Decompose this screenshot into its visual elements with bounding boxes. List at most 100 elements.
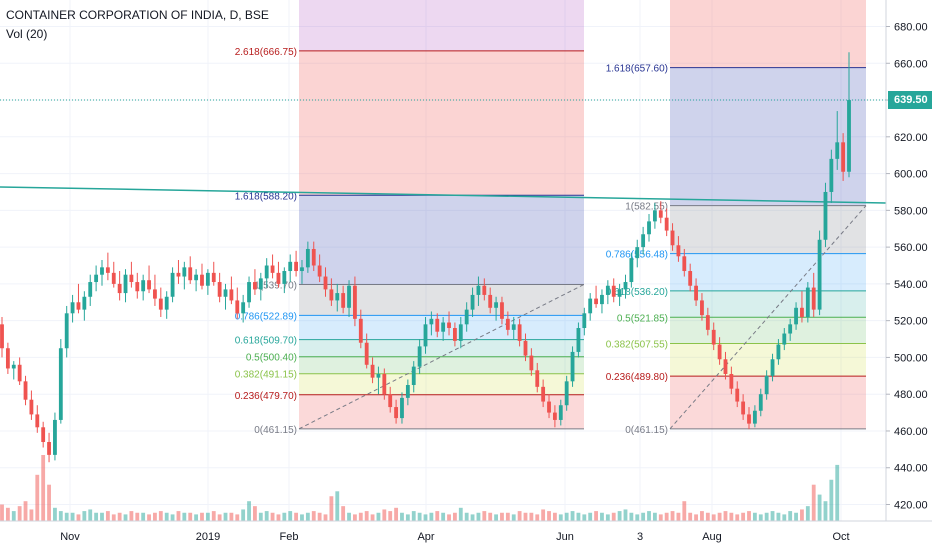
y-tick-label: 680.00 bbox=[894, 22, 928, 34]
candle-body bbox=[505, 318, 510, 330]
candle-body bbox=[58, 348, 63, 420]
volume-bar bbox=[794, 512, 798, 521]
candle-body bbox=[53, 419, 57, 455]
volume-bar bbox=[758, 514, 763, 521]
volume-bars bbox=[0, 455, 840, 521]
volume-bar bbox=[376, 512, 381, 521]
candle-body bbox=[176, 272, 181, 277]
candle-body bbox=[441, 322, 446, 332]
candle-body bbox=[823, 191, 828, 240]
candle-body bbox=[94, 274, 99, 283]
volume-bar bbox=[511, 514, 516, 521]
volume-bar bbox=[217, 514, 222, 521]
volume-bar bbox=[300, 514, 304, 521]
volume-bar bbox=[494, 514, 498, 521]
candle-body bbox=[664, 217, 669, 231]
candle-body bbox=[288, 261, 293, 272]
candle-body bbox=[405, 385, 410, 398]
volume-bar bbox=[194, 514, 199, 521]
volume-bar bbox=[464, 512, 469, 521]
candle-body bbox=[458, 324, 463, 341]
volume-bar bbox=[247, 501, 251, 521]
candle-body bbox=[576, 328, 581, 352]
candle-body bbox=[200, 274, 204, 286]
volume-bar bbox=[505, 512, 510, 521]
x-tick-label: 3 bbox=[637, 531, 643, 543]
volume-bar bbox=[264, 511, 269, 521]
fib-level-label: 0.618(509.70) bbox=[235, 336, 297, 347]
candle-body bbox=[629, 258, 634, 283]
volume-bar bbox=[723, 511, 728, 521]
volume-bar bbox=[682, 501, 687, 521]
volume-bar bbox=[623, 509, 628, 521]
candle-body bbox=[35, 414, 40, 428]
candle-body bbox=[311, 248, 316, 266]
fib-level-label: 1(582.55) bbox=[625, 202, 668, 213]
candle-body bbox=[829, 158, 834, 192]
candle-body bbox=[5, 348, 10, 369]
candle-body bbox=[347, 285, 351, 308]
fib-level-label: 0.382(507.55) bbox=[606, 340, 668, 351]
candle-body bbox=[429, 318, 434, 325]
volume-bar bbox=[135, 512, 140, 521]
candle-body bbox=[282, 271, 287, 284]
volume-bar bbox=[611, 512, 616, 521]
candle-body bbox=[535, 370, 540, 387]
candle-body bbox=[782, 333, 787, 345]
volume-bar bbox=[382, 509, 387, 521]
candle-body bbox=[635, 247, 640, 259]
candle-body bbox=[764, 375, 769, 395]
candle-body bbox=[223, 289, 228, 297]
x-tick-label: Oct bbox=[832, 531, 849, 543]
candle-body bbox=[464, 309, 469, 325]
candles bbox=[0, 52, 851, 463]
volume-bar bbox=[235, 514, 240, 521]
candle-body bbox=[88, 282, 93, 297]
candle-body bbox=[211, 272, 216, 283]
volume-bar bbox=[358, 512, 363, 521]
volume-bar bbox=[729, 512, 734, 521]
fib-band bbox=[670, 67, 866, 206]
volume-bar bbox=[82, 511, 87, 521]
volume-bar bbox=[429, 512, 434, 521]
candle-body bbox=[670, 230, 675, 246]
volume-bar bbox=[658, 514, 663, 521]
candle-body bbox=[394, 407, 399, 419]
volume-bar bbox=[788, 511, 793, 521]
candle-body bbox=[841, 142, 846, 172]
volume-bar bbox=[517, 511, 522, 521]
volume-bar bbox=[829, 479, 834, 521]
fib-band bbox=[670, 290, 866, 318]
candle-body bbox=[17, 364, 22, 382]
candle-body bbox=[711, 329, 716, 345]
volume-bar bbox=[476, 512, 481, 521]
x-tick-label: Feb bbox=[280, 531, 299, 543]
candle-body bbox=[41, 427, 46, 443]
candle-body bbox=[188, 267, 193, 281]
volume-bar bbox=[70, 512, 75, 521]
candle-body bbox=[129, 274, 134, 283]
candle-body bbox=[717, 344, 722, 360]
candle-body bbox=[817, 239, 822, 310]
y-tick-label: 460.00 bbox=[894, 426, 928, 438]
volume-bar bbox=[88, 509, 93, 521]
y-tick-label: 420.00 bbox=[894, 500, 928, 512]
y-axis: 420.00 440.00 460.00 480.00 500.00 520.00 540.… bbox=[885, 0, 928, 521]
candle-body bbox=[652, 210, 657, 222]
volume-bar bbox=[688, 512, 693, 521]
volume-bar bbox=[447, 514, 451, 521]
volume-bar bbox=[105, 511, 110, 521]
fib-level-label: 1(539.70) bbox=[254, 280, 297, 291]
candle-body bbox=[82, 296, 87, 310]
y-tick-label: 580.00 bbox=[894, 205, 928, 217]
candle-body bbox=[529, 355, 534, 371]
candle-body bbox=[552, 412, 557, 420]
fib-band bbox=[299, 50, 584, 196]
candle-body bbox=[29, 399, 34, 415]
volume-bar bbox=[153, 512, 157, 521]
candle-body bbox=[605, 285, 610, 295]
fib-2-anchor-line bbox=[669, 205, 867, 430]
candle-body bbox=[382, 373, 387, 395]
